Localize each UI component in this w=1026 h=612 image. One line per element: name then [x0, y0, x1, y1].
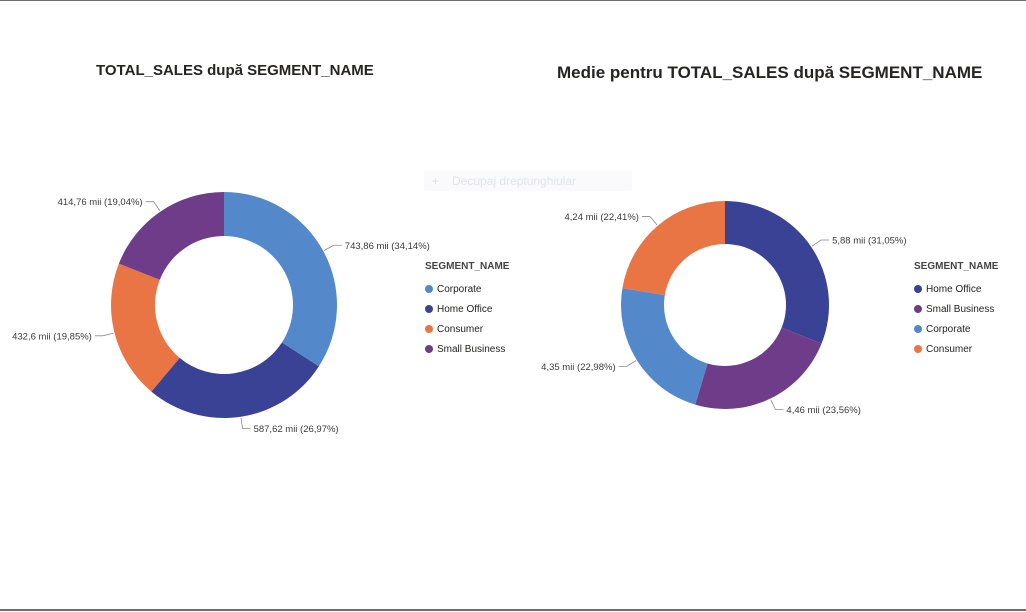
legend-item-home-office[interactable]: Home Office: [914, 279, 998, 299]
legend-dot-icon: [425, 285, 433, 293]
donut-slice-corporate[interactable]: [224, 192, 337, 367]
legend-item-consumer[interactable]: Consumer: [914, 339, 998, 359]
data-label-corporate: 743,86 mii (34,14%): [345, 241, 430, 252]
data-label-corporate: 4,35 mii (22,98%): [541, 362, 615, 373]
donut-slice-home-office[interactable]: [725, 201, 829, 344]
leader-line-consumer: [94, 332, 114, 337]
data-label-home-office: 587,62 mii (26,97%): [254, 424, 339, 435]
data-label-home-office: 5,88 mii (31,05%): [832, 235, 906, 246]
donut-slice-consumer[interactable]: [622, 201, 725, 296]
legend-item-home-office[interactable]: Home Office: [425, 299, 509, 319]
frame-bottom-border: [0, 609, 1026, 611]
legend-dot-icon: [914, 325, 922, 333]
legend-item-corporate[interactable]: Corporate: [914, 319, 998, 339]
legend-average-total-sales: SEGMENT_NAME Home Office Small Business Co…: [914, 261, 998, 359]
leader-line-home-office: [811, 239, 830, 247]
leader-line-corporate: [323, 244, 342, 251]
legend-item-label: Corporate: [437, 283, 482, 295]
data-label-small-business: 4,46 mii (23,56%): [786, 405, 860, 416]
legend-item-label: Small Business: [437, 343, 506, 355]
legend-item-label: Small Business: [926, 303, 995, 315]
leader-line-home-office: [240, 417, 251, 430]
legend-item-label: Home Office: [437, 303, 493, 315]
donut-slice-consumer[interactable]: [110, 263, 180, 392]
frame-top-border: [0, 0, 1026, 1]
legend-dot-icon: [425, 305, 433, 313]
legend-dot-icon: [914, 305, 922, 313]
data-label-consumer: 4,24 mii (22,41%): [564, 212, 638, 223]
legend-title: SEGMENT_NAME: [425, 261, 510, 272]
leader-line-small-business: [770, 399, 784, 410]
leader-line-small-business: [145, 201, 161, 212]
donut-slice-home-office[interactable]: [151, 342, 319, 418]
donut-slice-corporate[interactable]: [621, 288, 708, 405]
legend-item-label: Consumer: [437, 323, 484, 335]
rectangle-crop-label: Decupaj dreptunghiular: [452, 174, 577, 188]
legend-dot-icon: [914, 345, 922, 353]
data-label-consumer: 432,6 mii (19,85%): [12, 331, 92, 342]
legend-item-label: Home Office: [926, 283, 982, 295]
donut-slice-small-business[interactable]: [118, 192, 224, 280]
legend-dot-icon: [914, 285, 922, 293]
legend-item-small-business[interactable]: Small Business: [914, 299, 998, 319]
data-label-small-business: 414,76 mii (19,04%): [58, 197, 143, 208]
chart-title-average-total-sales: Medie pentru TOTAL_SALES după SEGMENT_NA…: [557, 63, 983, 82]
leader-line-corporate: [618, 360, 637, 367]
legend-item-label: Corporate: [926, 323, 971, 335]
legend-item-label: Consumer: [926, 343, 973, 355]
legend-item-consumer[interactable]: Consumer: [425, 319, 509, 339]
legend-item-corporate[interactable]: Corporate: [425, 279, 509, 299]
chart-title-total-sales: TOTAL_SALES după SEGMENT_NAME: [96, 62, 374, 79]
leader-line-consumer: [641, 216, 658, 226]
legend-dot-icon: [425, 345, 433, 353]
plus-icon: +: [432, 174, 440, 188]
legend-title: SEGMENT_NAME: [914, 261, 999, 272]
legend-total-sales: SEGMENT_NAME Corporate Home Office Consume…: [425, 261, 509, 359]
rectangle-crop-button[interactable]: + Decupaj dreptunghiular: [424, 171, 632, 191]
legend-item-small-business[interactable]: Small Business: [425, 339, 509, 359]
donut-slice-small-business[interactable]: [695, 327, 822, 409]
legend-dot-icon: [425, 325, 433, 333]
